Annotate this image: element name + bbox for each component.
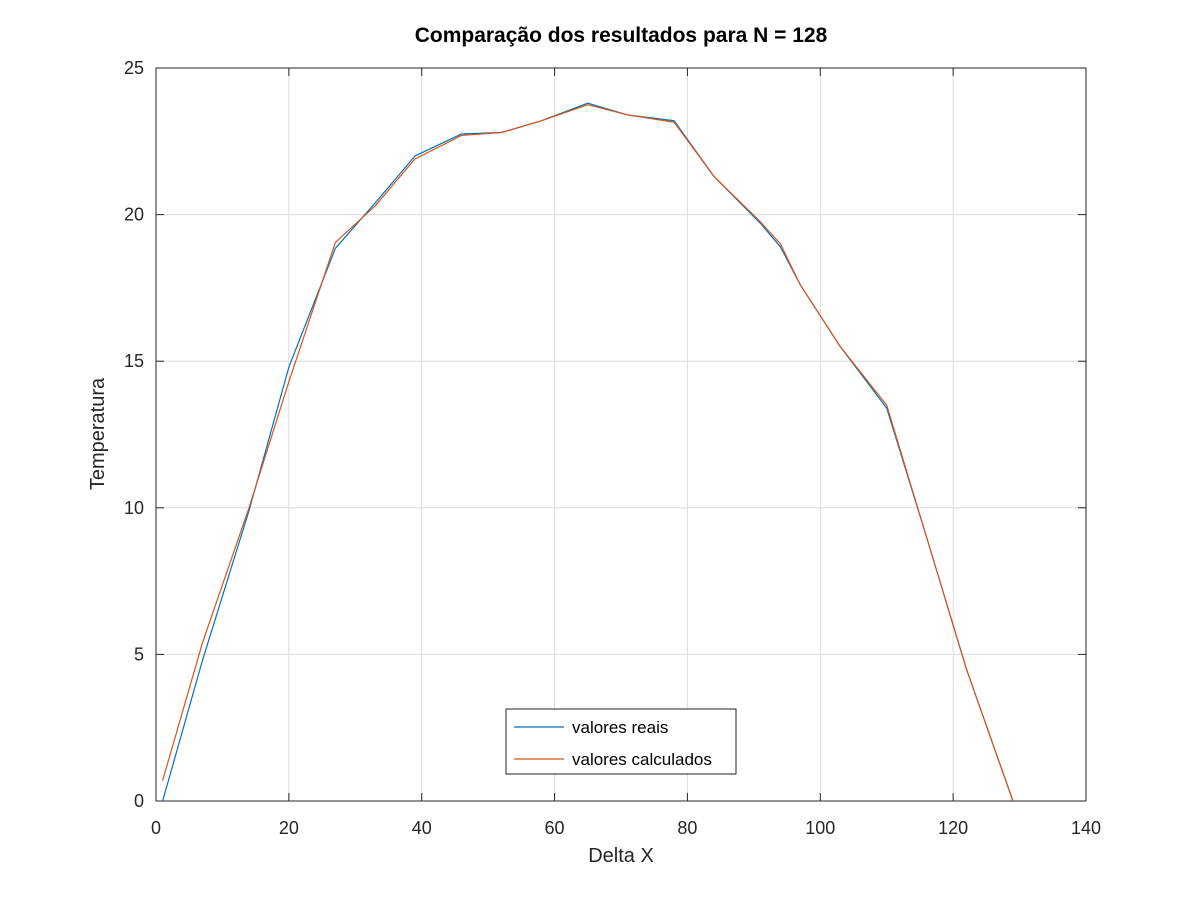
axis-ticks [155,67,1087,802]
axes-box [155,67,1087,802]
x-tick-label: 20 [279,818,299,838]
y-tick-label: 5 [134,644,144,664]
grid [156,68,1086,801]
legend: valores reais valores calculados [505,708,737,775]
x-tick-label: 120 [938,818,968,838]
series-line-valores-reais [162,102,1014,802]
y-tick-label: 20 [124,205,144,225]
y-tick-label: 25 [124,58,144,78]
x-tick-label: 100 [805,818,835,838]
x-tick-label: 60 [545,818,565,838]
x-tick-label: 40 [412,818,432,838]
legend-box [505,708,737,775]
y-tick-label: 10 [124,498,144,518]
y-tick-label: 0 [134,791,144,811]
x-tick-label: 0 [151,818,161,838]
legend-label-valores-calculados: valores calculados [572,750,712,769]
legend-label-valores-reais: valores reais [572,718,668,737]
series-line-valores-calculados [162,104,1014,802]
chart-title: Comparação dos resultados para N = 128 [415,24,828,47]
x-tick-label: 80 [677,818,697,838]
x-axis-label: Delta X [588,845,654,867]
y-tick-label: 15 [124,351,144,371]
y-axis-label: Temperatura [87,377,109,490]
x-tick-label: 140 [1071,818,1101,838]
series-layer [162,102,1014,802]
